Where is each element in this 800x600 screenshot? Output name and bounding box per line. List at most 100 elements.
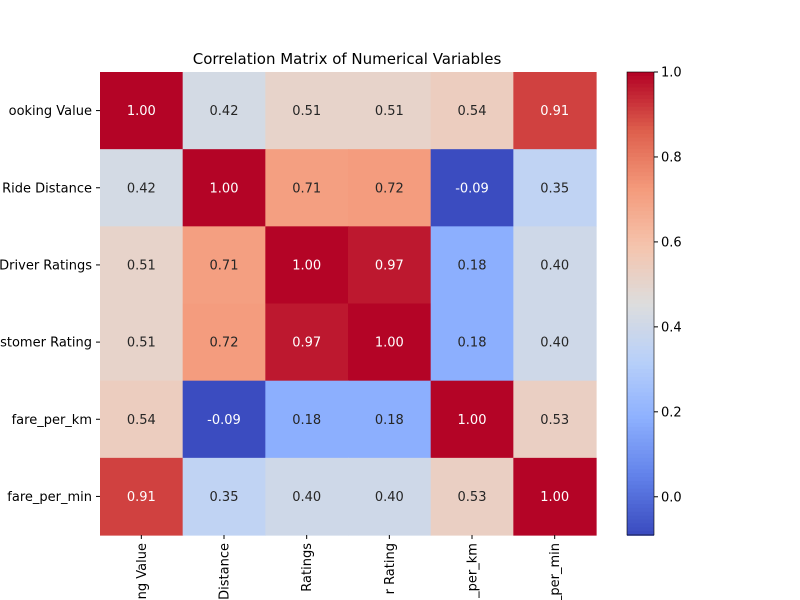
y-tick-label: fare_per_km: [12, 413, 92, 428]
colorbar-band: [627, 222, 654, 228]
colorbar-band: [627, 284, 654, 289]
heatmap-cell: [100, 149, 184, 227]
cell-value-label: 0.91: [127, 490, 156, 505]
colorbar-band: [627, 519, 654, 525]
heatmap-cell: [513, 380, 597, 459]
colorbar-band: [627, 126, 654, 131]
heatmap-cell: [430, 226, 514, 305]
x-tick-labels: ng Value Distance Ratings r Rating _per_km _p…: [135, 535, 563, 600]
heatmap-cell: [265, 303, 349, 382]
colorbar-tick-label: 1.0: [661, 66, 682, 81]
colorbar-band: [627, 345, 654, 351]
colorbar-band: [627, 241, 654, 247]
y-tick-label: ooking Value: [9, 104, 92, 119]
colorbar-band: [627, 261, 654, 266]
colorbar-band: [627, 234, 654, 239]
cell-value-label: 0.53: [540, 413, 569, 428]
colorbar-band: [627, 388, 654, 394]
colorbar-tick-label: 0.0: [661, 490, 682, 505]
heatmap-cell: [265, 149, 349, 227]
cell-value-label: 0.18: [458, 258, 487, 273]
colorbar-band: [627, 318, 654, 324]
colorbar-band: [627, 492, 654, 498]
colorbar-band: [627, 153, 654, 158]
colorbar-band: [627, 218, 654, 224]
colorbar-band: [627, 230, 654, 235]
colorbar-band: [627, 465, 654, 471]
colorbar-band: [627, 515, 654, 521]
colorbar-band: [627, 99, 654, 104]
colorbar-band: [627, 95, 654, 100]
colorbar-band: [627, 380, 654, 386]
chart-title: Correlation Matrix of Numerical Variable…: [193, 50, 502, 68]
colorbar-band: [627, 180, 654, 185]
colorbar-band: [627, 484, 654, 490]
cell-value-label: 0.18: [292, 413, 321, 428]
colorbar-band: [627, 415, 654, 421]
colorbar-band: [627, 149, 654, 154]
colorbar-band: [627, 272, 654, 278]
y-tick-label: stomer Rating: [0, 336, 92, 351]
cell-value-label: 0.53: [458, 490, 487, 505]
colorbar-band: [627, 523, 654, 529]
colorbar-band: [627, 365, 654, 370]
cell-value-label: 0.35: [210, 490, 239, 505]
colorbar-band: [627, 183, 654, 189]
colorbar-band: [627, 326, 654, 332]
colorbar-band: [627, 102, 654, 108]
cell-value-label: 1.00: [458, 413, 487, 428]
colorbar-band: [627, 473, 654, 478]
x-tick-label: _per_km: [466, 543, 481, 599]
x-tick-label: Ratings: [300, 543, 315, 592]
heatmap-cell: [100, 380, 184, 459]
colorbar-band: [627, 477, 654, 482]
colorbar-band: [627, 87, 654, 93]
colorbar-band: [627, 110, 654, 116]
heatmap-cell: [348, 149, 432, 227]
heatmap-cell: [100, 72, 184, 150]
heatmap-cell: [513, 72, 597, 150]
colorbar-band: [627, 361, 654, 367]
heatmap-cell: [430, 303, 514, 382]
cell-value-label: 0.42: [210, 104, 239, 119]
cell-value-label: 0.18: [458, 336, 487, 351]
cell-value-label: 1.00: [375, 336, 404, 351]
heatmap-cell: [348, 380, 432, 459]
heatmap-cell: [513, 303, 597, 382]
cell-value-label: 0.40: [292, 490, 321, 505]
cell-value-label: 0.40: [540, 336, 569, 351]
colorbar-band: [627, 450, 654, 455]
colorbar-band: [627, 226, 654, 231]
colorbar-band: [627, 349, 654, 355]
colorbar-band: [627, 446, 654, 451]
heatmap-cell: [348, 457, 432, 536]
cell-value-label: 0.97: [292, 336, 321, 351]
colorbar-band: [627, 122, 654, 127]
heatmap-cell: [430, 380, 514, 459]
cell-value-label: 0.51: [127, 258, 156, 273]
colorbar-band: [627, 160, 654, 166]
colorbar-band: [627, 384, 654, 390]
colorbar-band: [627, 322, 654, 328]
colorbar-band: [627, 403, 654, 409]
colorbar-band: [627, 83, 654, 89]
colorbar-band: [627, 303, 654, 309]
colorbar-band: [627, 191, 654, 197]
colorbar-band: [627, 372, 654, 378]
heatmap-cell: [513, 457, 597, 536]
colorbar-band: [627, 203, 654, 208]
heatmap-cell: [430, 149, 514, 227]
colorbar-band: [627, 79, 654, 85]
heatmap-cells: 1.00 0.42 0.51 0.51 0.54 0.91 0.42 1.00 0.71 0.72…: [100, 72, 597, 536]
colorbar-band: [627, 457, 654, 463]
colorbar-band: [627, 438, 654, 444]
heatmap-cell: [182, 303, 266, 382]
y-tick-label: Ride Distance: [2, 181, 92, 196]
colorbar-band: [627, 237, 654, 243]
colorbar-band: [627, 168, 654, 174]
colorbar-band: [627, 426, 654, 432]
colorbar-band: [627, 145, 654, 150]
colorbar-frame: [626, 71, 655, 536]
colorbar-band: [627, 399, 654, 405]
